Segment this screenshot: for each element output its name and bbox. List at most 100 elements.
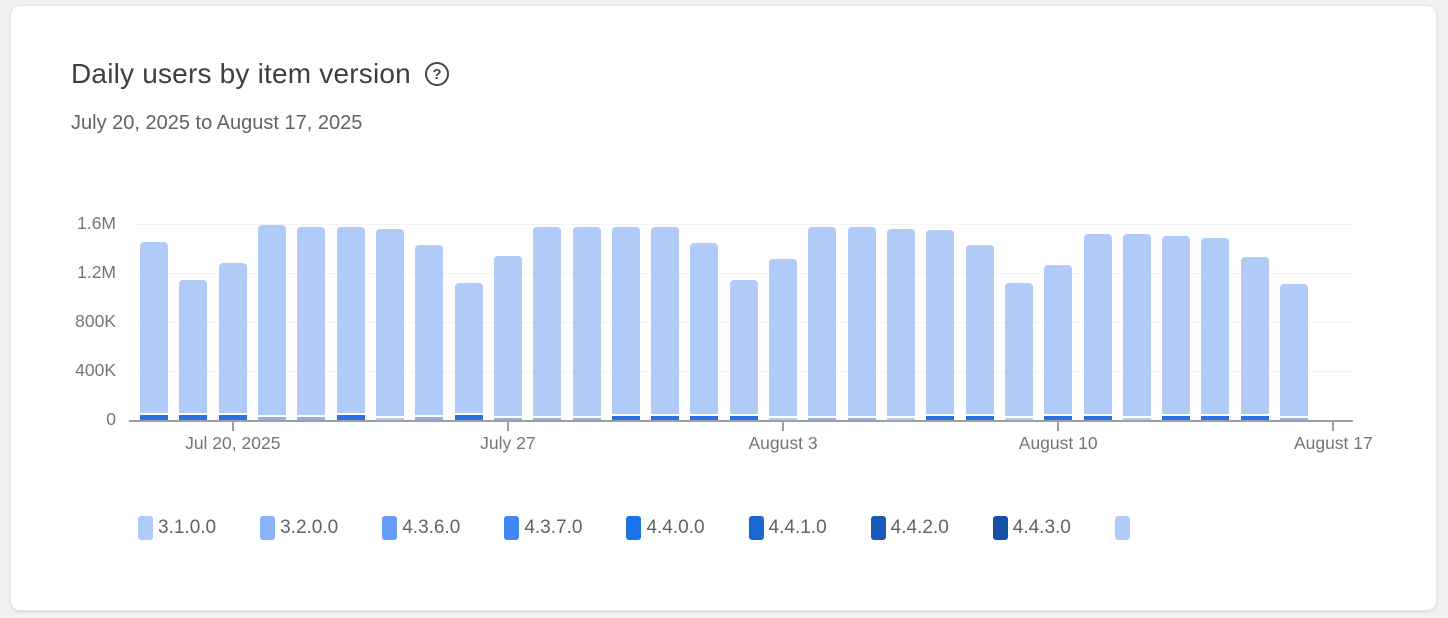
bar-body-segment bbox=[1240, 256, 1269, 414]
x-axis-tick bbox=[506, 422, 509, 431]
help-icon[interactable]: ? bbox=[424, 62, 449, 86]
bar-base-segment bbox=[493, 417, 522, 420]
bar-base-segment bbox=[572, 417, 601, 420]
daily-users-bar[interactable] bbox=[1083, 233, 1112, 420]
legend-swatch bbox=[626, 516, 642, 540]
legend-swatch bbox=[138, 516, 153, 540]
bar-base-segment bbox=[611, 415, 640, 420]
bar-base-segment bbox=[651, 415, 680, 420]
bar-body-segment bbox=[218, 263, 247, 414]
legend-item: 4.4.1.0 bbox=[748, 516, 827, 540]
daily-users-bar[interactable] bbox=[454, 282, 483, 420]
daily-users-bar[interactable] bbox=[769, 259, 798, 420]
bar-body-segment bbox=[493, 255, 522, 416]
bar-base-segment bbox=[690, 415, 719, 420]
bar-base-segment bbox=[1201, 415, 1230, 420]
daily-users-bar[interactable] bbox=[415, 244, 444, 420]
daily-users-bar[interactable] bbox=[886, 228, 915, 420]
daily-users-bar[interactable] bbox=[926, 229, 955, 420]
daily-users-bar[interactable] bbox=[1201, 238, 1230, 420]
bar-body-segment bbox=[651, 227, 680, 414]
daily-users-bar[interactable] bbox=[808, 227, 837, 420]
legend-swatch bbox=[260, 516, 276, 540]
daily-users-bar[interactable] bbox=[1240, 256, 1269, 420]
x-axis-label: July 27 bbox=[480, 433, 536, 453]
daily-users-bar[interactable] bbox=[611, 227, 640, 420]
x-axis-tick bbox=[1332, 422, 1335, 431]
daily-users-bar[interactable] bbox=[1280, 283, 1309, 420]
y-gridline bbox=[134, 223, 1353, 225]
daily-users-bar[interactable] bbox=[1004, 282, 1033, 420]
bar-body-segment bbox=[1004, 282, 1033, 416]
daily-users-bar[interactable] bbox=[336, 227, 365, 420]
legend-item: 4.4.3.0 bbox=[992, 516, 1071, 540]
chart-legend: 3.1.0.0 3.2.0.0 4.3.6.0 4.3.7.0 4.4.0.0 4.4.1… bbox=[138, 516, 1135, 540]
x-axis-line bbox=[129, 420, 1353, 422]
bar-body-segment bbox=[179, 280, 208, 414]
bar-base-segment bbox=[1162, 415, 1191, 420]
bar-body-segment bbox=[1044, 265, 1073, 414]
bar-body-segment bbox=[611, 227, 640, 414]
bar-body-segment bbox=[926, 229, 955, 414]
daily-users-bar[interactable] bbox=[1162, 236, 1191, 420]
daily-users-bar[interactable] bbox=[651, 227, 680, 420]
legend-item: 3.1.0.0 bbox=[138, 516, 216, 540]
bar-body-segment bbox=[533, 227, 562, 416]
legend-item-label: 4.3.7.0 bbox=[524, 517, 583, 538]
daily-users-bar[interactable] bbox=[493, 255, 522, 420]
bar-base-segment bbox=[336, 415, 365, 420]
legend-item-label: 4.4.1.0 bbox=[768, 517, 827, 538]
chart-date-range: July 20, 2025 to August 17, 2025 bbox=[71, 112, 363, 134]
chart-area: 0 400K 800K 1.2M 1.6M Jul 20, 2025 July 27 Augu… bbox=[11, 6, 1436, 610]
legend-swatch bbox=[870, 516, 886, 540]
x-axis-label: August 3 bbox=[748, 433, 818, 453]
daily-users-bar[interactable] bbox=[1044, 265, 1073, 420]
x-axis-label: August 10 bbox=[1018, 433, 1098, 453]
bar-base-segment bbox=[1122, 418, 1151, 420]
daily-users-bar[interactable] bbox=[965, 244, 994, 420]
daily-users-bar[interactable] bbox=[179, 280, 208, 420]
bar-base-segment bbox=[218, 415, 247, 420]
daily-users-bar[interactable] bbox=[140, 242, 169, 420]
bar-body-segment bbox=[847, 227, 876, 416]
y-axis-label: 400K bbox=[75, 359, 116, 380]
bar-body-segment bbox=[808, 227, 837, 416]
bar-base-segment bbox=[415, 416, 444, 420]
daily-users-card: Daily users by item version ? July 20, 2… bbox=[10, 5, 1437, 611]
bar-body-segment bbox=[965, 244, 994, 414]
legend-swatch bbox=[992, 516, 1008, 540]
y-axis-label: 1.6M bbox=[77, 212, 116, 233]
chart-title: Daily users by item version bbox=[71, 58, 411, 89]
daily-users-bar[interactable] bbox=[572, 227, 601, 420]
bar-base-segment bbox=[965, 415, 994, 420]
bar-body-segment bbox=[1280, 283, 1309, 416]
bar-base-segment bbox=[297, 416, 326, 420]
bar-base-segment bbox=[1280, 417, 1309, 420]
daily-users-bar[interactable] bbox=[258, 224, 287, 420]
daily-users-bar[interactable] bbox=[847, 227, 876, 420]
legend-item-label: 4.4.0.0 bbox=[646, 517, 705, 538]
bar-base-segment bbox=[808, 417, 837, 420]
legend-item-label: 4.3.6.0 bbox=[402, 517, 461, 538]
bar-body-segment bbox=[415, 244, 444, 415]
bar-body-segment bbox=[258, 224, 287, 415]
legend-swatch bbox=[748, 516, 764, 540]
card-header: Daily users by item version ? bbox=[71, 58, 449, 90]
x-axis-tick bbox=[782, 422, 785, 431]
legend-item: 4.3.6.0 bbox=[382, 516, 460, 540]
y-axis-label: 0 bbox=[106, 409, 116, 429]
bar-body-segment bbox=[454, 282, 483, 414]
bar-body-segment bbox=[729, 280, 758, 414]
daily-users-bar[interactable] bbox=[375, 228, 404, 420]
legend-swatch bbox=[382, 516, 398, 540]
bar-base-segment bbox=[533, 417, 562, 420]
daily-users-bar[interactable] bbox=[729, 280, 758, 420]
x-axis-label: August 17 bbox=[1293, 433, 1373, 453]
daily-users-bar[interactable] bbox=[218, 263, 247, 420]
daily-users-bar[interactable] bbox=[690, 243, 719, 420]
daily-users-bar[interactable] bbox=[1122, 233, 1151, 420]
bar-body-segment bbox=[1201, 238, 1230, 414]
daily-users-bar[interactable] bbox=[297, 227, 326, 420]
daily-users-bar[interactable] bbox=[533, 227, 562, 420]
